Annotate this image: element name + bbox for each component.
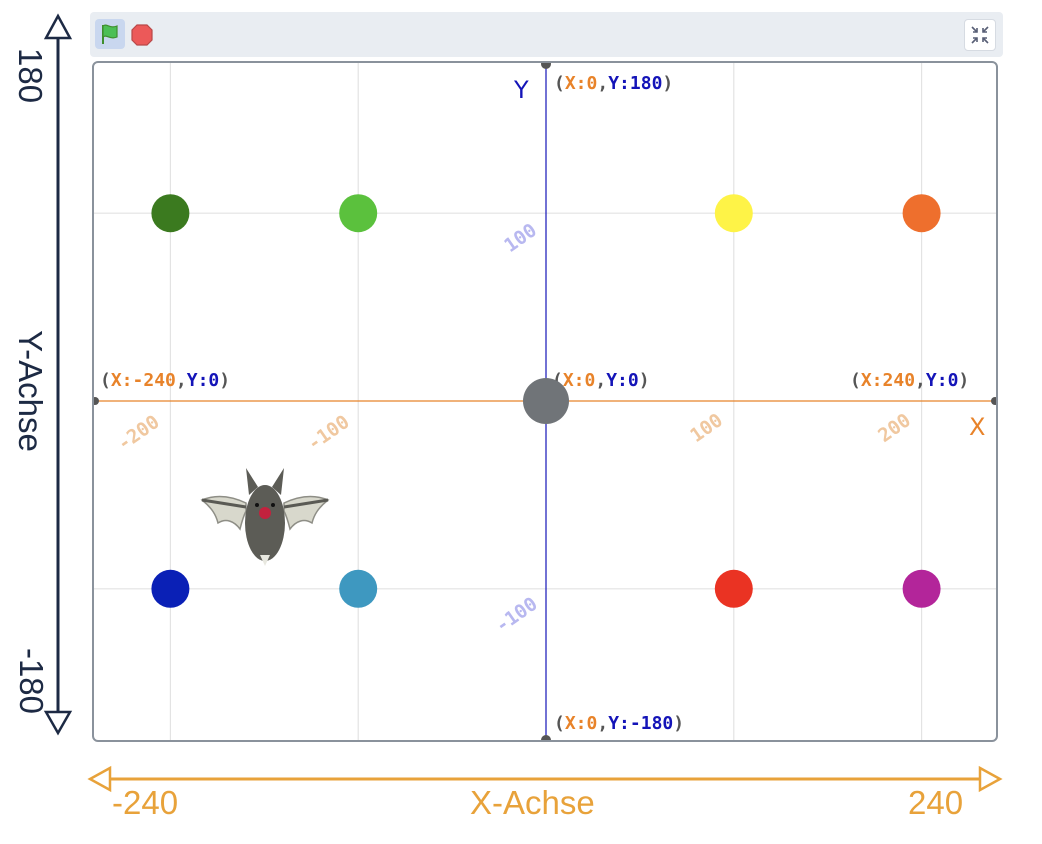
bat-wing-bone <box>201 498 329 509</box>
dark-green-dot <box>151 194 190 233</box>
center-gray-dot <box>523 378 569 424</box>
coord-label-left: (X:-240,Y:0) <box>100 370 230 391</box>
bat-right-eye <box>271 503 275 507</box>
x-tick-label: 100 <box>686 409 727 447</box>
tick-labels: -200 -100 100 200 100 -100 <box>114 219 915 637</box>
y-tick-label: 100 <box>500 219 541 257</box>
y-axis-min-label: -180 <box>13 647 50 715</box>
green-dot <box>339 194 378 233</box>
bat-body <box>245 485 285 561</box>
stop-icon <box>131 24 153 46</box>
x-axis-left-marker <box>94 397 99 405</box>
bat-tail <box>260 555 270 566</box>
bat-left-ear <box>246 468 258 495</box>
bat-nose <box>259 507 271 519</box>
x-axis-right-marker <box>991 397 996 405</box>
coord-label-bottom: (X:0,Y:-180) <box>554 713 684 734</box>
x-tick-label: -100 <box>304 411 354 455</box>
x-axis-min-label: -240 <box>112 784 179 821</box>
yellow-dot <box>714 194 753 233</box>
blue-dot <box>151 569 190 608</box>
green-flag-icon <box>102 24 118 44</box>
green-flag-button[interactable] <box>95 19 125 49</box>
red-dot <box>714 569 753 608</box>
coordinate-grid: -200 -100 100 200 100 -100 Y X (X:0,Y:18… <box>94 63 996 740</box>
x-axis-arrow <box>87 765 1003 793</box>
purple-dot <box>902 569 941 608</box>
x-tick-label: -200 <box>114 411 164 455</box>
x-tick-label: 200 <box>874 409 915 447</box>
x-axis-max-label: 240 <box>908 784 964 821</box>
stage[interactable]: -200 -100 100 200 100 -100 Y X (X:0,Y:18… <box>92 61 998 742</box>
y-axis-bottom-marker <box>541 735 551 740</box>
y-axis-top-marker <box>541 63 551 69</box>
y-axis-letter: Y <box>513 76 529 104</box>
bat-right-ear <box>272 468 284 495</box>
y-axis-title: Y-Achse <box>12 330 49 452</box>
bat-left-eye <box>255 503 259 507</box>
shrink-stage-button[interactable] <box>964 19 996 51</box>
orange-dot <box>902 194 941 233</box>
x-axis-title: X-Achse <box>470 784 595 821</box>
stage-toolbar <box>90 12 1003 57</box>
bat-sprite[interactable] <box>200 468 330 566</box>
y-tick-label: -100 <box>492 593 542 637</box>
light-blue-dot <box>339 569 378 608</box>
y-axis-arrow <box>43 13 73 736</box>
shrink-stage-icon <box>971 26 989 44</box>
colored-dots <box>151 194 941 608</box>
coord-label-top: (X:0,Y:180) <box>554 73 673 94</box>
coord-label-center: (X:0,Y:0) <box>552 370 650 391</box>
x-axis-letter: X <box>969 413 985 441</box>
y-axis-max-label: 180 <box>12 48 49 104</box>
stop-button[interactable] <box>130 23 154 47</box>
coord-label-right: (X:240,Y:0) <box>850 370 969 391</box>
